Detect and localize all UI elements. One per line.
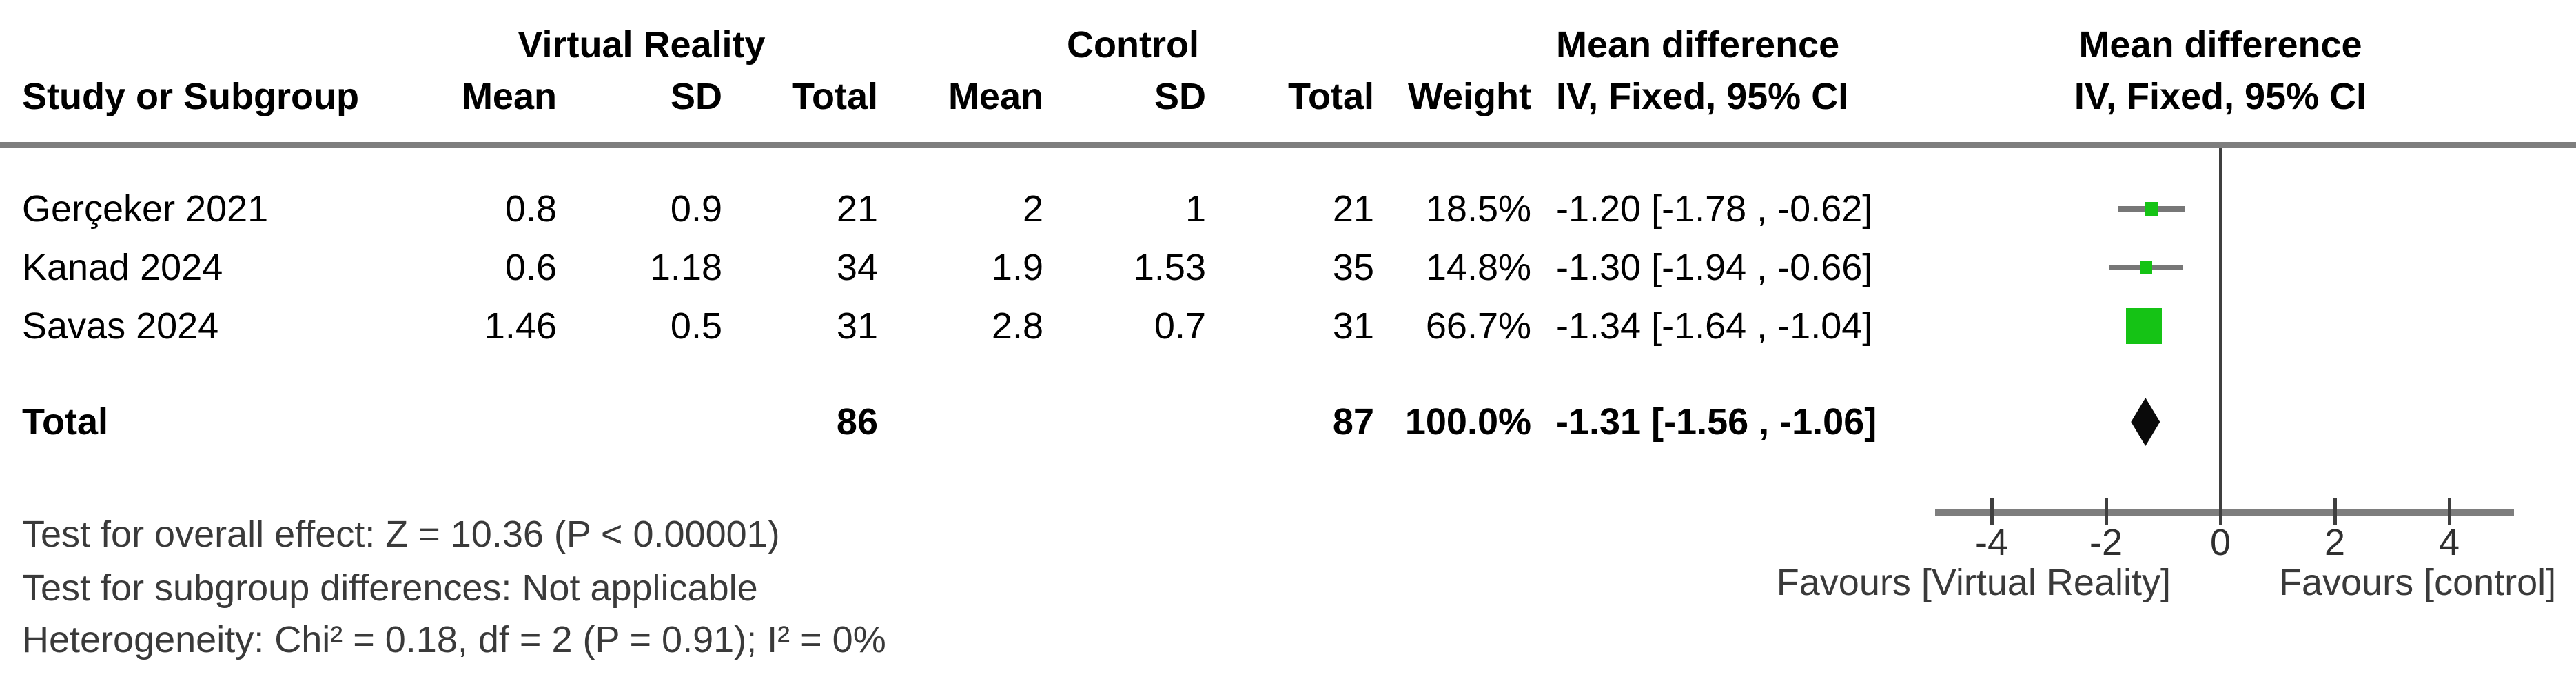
vr-mean-value: 0.8 (504, 188, 557, 230)
effect-plot-header-line2: IV, Fixed, 95% CI (2074, 76, 2367, 117)
control-total-value: 21 (1332, 188, 1374, 230)
effect-square (2140, 261, 2153, 274)
control-mean-value: 2 (1022, 188, 1043, 230)
column-header-control-sd: SD (1154, 76, 1206, 117)
total-ci-text: -1.31 [-1.56 , -1.06] (1556, 401, 1877, 443)
favours-left-label: Favours [Virtual Reality] (1776, 562, 2171, 603)
control-total-value: 31 (1332, 305, 1374, 347)
axis-tick-label: -2 (2089, 522, 2123, 563)
group-header-control: Control (1067, 24, 1199, 65)
ci-text: -1.20 [-1.78 , -0.62] (1556, 188, 1873, 230)
x-axis-line (1935, 509, 2514, 516)
control-sd-value: 0.7 (1154, 305, 1206, 347)
vr-total-value: 31 (836, 305, 878, 347)
footnote-heterogeneity: Heterogeneity: Chi² = 0.18, df = 2 (P = … (22, 619, 886, 660)
zero-effect-line (2219, 148, 2222, 512)
study-name: Kanad 2024 (22, 247, 223, 288)
control-mean-value: 1.9 (991, 247, 1043, 288)
control-total-value: 35 (1332, 247, 1374, 288)
effect-text-header-line1: Mean difference (1556, 24, 1840, 65)
weight-value: 66.7% (1425, 305, 1531, 347)
axis-tick (2333, 498, 2337, 525)
axis-tick (2219, 498, 2222, 525)
column-header-weight: Weight (1408, 76, 1531, 117)
control-sd-value: 1.53 (1133, 247, 1206, 288)
weight-value: 14.8% (1425, 247, 1531, 288)
control-grand-total: 87 (1332, 401, 1374, 443)
table-row: Gerçeker 2021 0.8 0.9 21 2 1 21 18.5% -1… (0, 190, 2576, 227)
ci-text: -1.34 [-1.64 , -1.04] (1556, 305, 1873, 347)
group-header-virtual-reality: Virtual Reality (518, 24, 766, 65)
total-weight: 100.0% (1404, 401, 1531, 443)
vr-total-value: 34 (836, 247, 878, 288)
study-name: Savas 2024 (22, 305, 219, 347)
column-header-study: Study or Subgroup (22, 76, 359, 117)
axis-tick (2105, 498, 2108, 525)
vr-sd-value: 0.5 (670, 305, 722, 347)
effect-plot-header-line1: Mean difference (2078, 24, 2362, 65)
vr-mean-value: 0.6 (504, 247, 557, 288)
weight-value: 18.5% (1425, 188, 1531, 230)
axis-tick-label: 2 (2324, 522, 2346, 563)
total-label: Total (22, 401, 108, 443)
axis-tick-label: 4 (2438, 522, 2460, 563)
vr-grand-total: 86 (836, 401, 878, 443)
column-header-control-total: Total (1288, 76, 1374, 117)
vr-mean-value: 1.46 (484, 305, 557, 347)
axis-tick-label: -4 (1974, 522, 2008, 563)
table-row: Kanad 2024 0.6 1.18 34 1.9 1.53 35 14.8%… (0, 249, 2576, 286)
vr-total-value: 21 (836, 188, 878, 230)
control-mean-value: 2.8 (991, 305, 1043, 347)
footnote-overall-effect: Test for overall effect: Z = 10.36 (P < … (22, 514, 780, 555)
effect-text-header-line2: IV, Fixed, 95% CI (1556, 76, 1849, 117)
header-rule (0, 142, 2576, 148)
column-header-vr-sd: SD (670, 76, 722, 117)
column-header-vr-mean: Mean (461, 76, 557, 117)
effect-square (2125, 308, 2162, 344)
study-name: Gerçeker 2021 (22, 188, 269, 230)
total-row: Total 86 87 100.0% -1.31 [-1.56 , -1.06] (0, 403, 2576, 440)
axis-tick-label: 0 (2209, 522, 2231, 563)
effect-square (2145, 202, 2159, 216)
control-sd-value: 1 (1185, 188, 1206, 230)
column-header-control-mean: Mean (948, 76, 1043, 117)
vr-sd-value: 0.9 (670, 188, 722, 230)
column-header-vr-total: Total (792, 76, 878, 117)
table-row: Savas 2024 1.46 0.5 31 2.8 0.7 31 66.7% … (0, 307, 2576, 345)
vr-sd-value: 1.18 (649, 247, 722, 288)
favours-right-label: Favours [control] (2279, 562, 2557, 603)
footnote-subgroup-differences: Test for subgroup differences: Not appli… (22, 567, 758, 609)
ci-text: -1.30 [-1.94 , -0.66] (1556, 247, 1873, 288)
axis-tick (2448, 498, 2451, 525)
axis-tick (1990, 498, 1994, 525)
